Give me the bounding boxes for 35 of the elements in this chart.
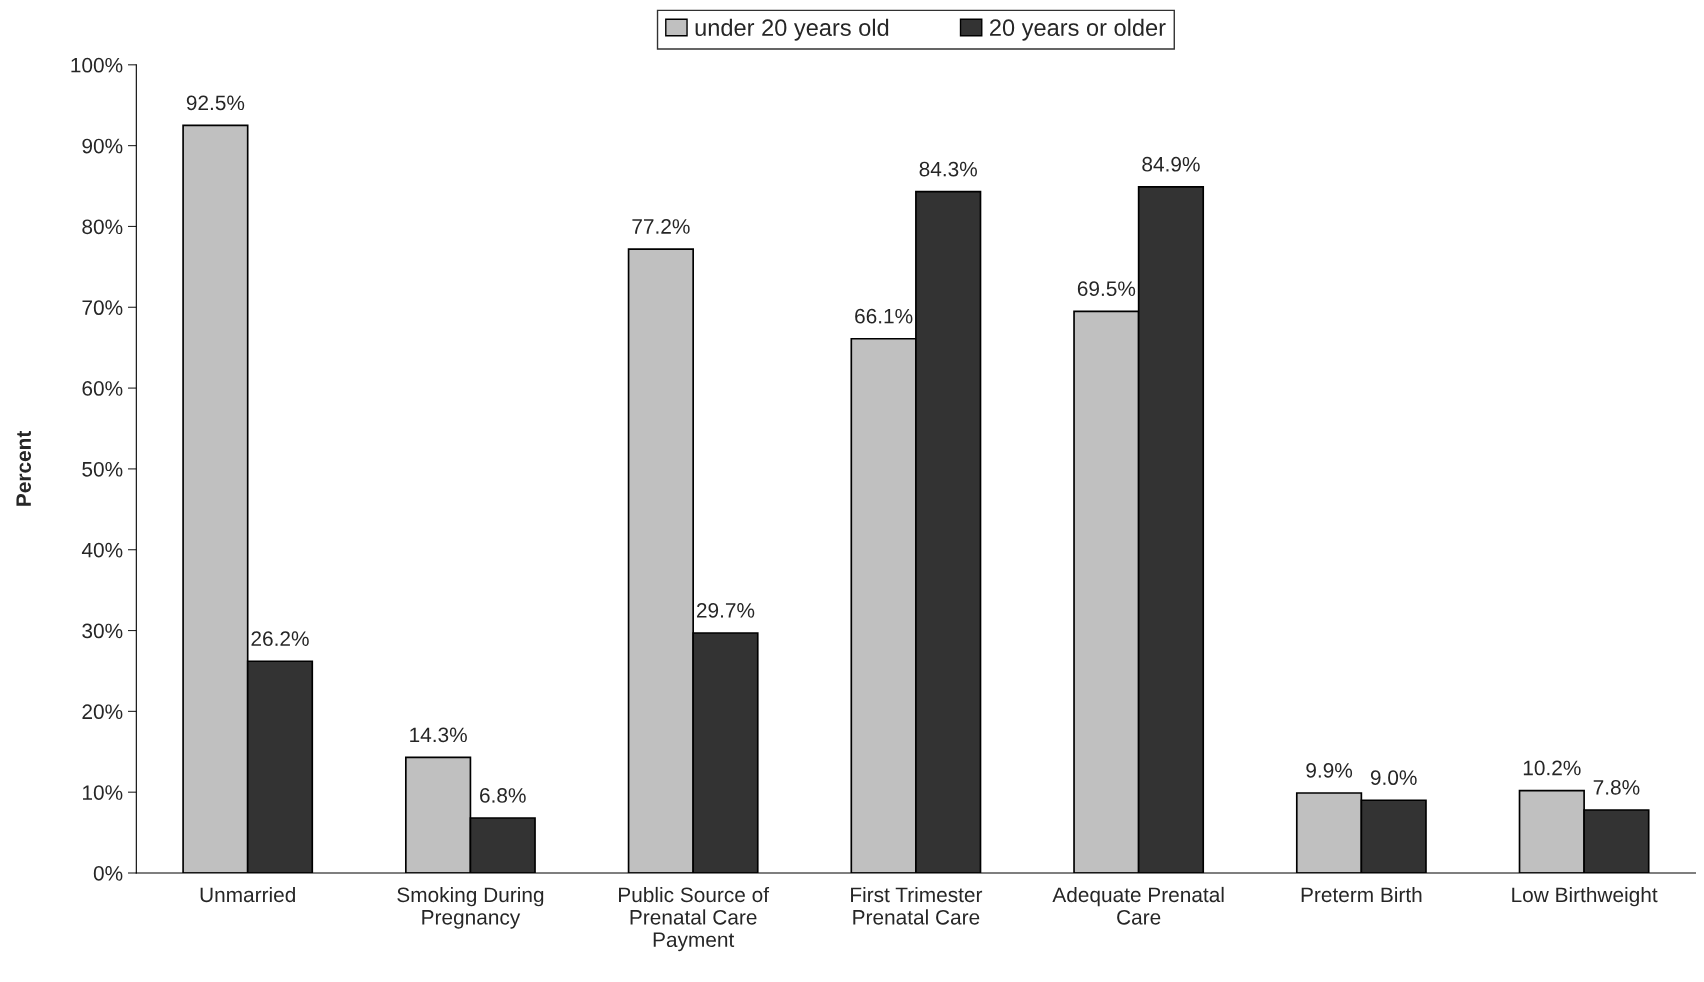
data-label: 9.0% (1370, 770, 1417, 786)
data-label: 69.5% (1077, 281, 1136, 297)
data-label: 84.9% (1142, 156, 1200, 172)
y-tick-label: 20% (82, 704, 123, 720)
legend-label: under 20 years old (695, 18, 889, 41)
x-tick-label: Preterm Birth (1301, 886, 1422, 903)
data-label: 7.8% (1593, 779, 1640, 795)
y-tick-label: 80% (82, 219, 123, 235)
y-tick-label: 40% (81, 542, 123, 558)
x-tick-label: Low Birthweight (1512, 886, 1658, 907)
data-label: 66.1% (855, 308, 913, 324)
y-tick-label: 90% (82, 138, 123, 154)
data-label: 9.9% (1306, 763, 1353, 778)
data-label: 92.5% (186, 95, 245, 111)
data-label: 26.2% (251, 631, 309, 647)
y-tick-label: 10% (83, 785, 123, 800)
legend-label: 20 years or older (990, 18, 1166, 41)
data-label: 14.3% (410, 727, 467, 743)
y-tick-label: 50% (82, 461, 123, 477)
y-tick-label: 60% (82, 381, 123, 396)
data-label: 29.7% (696, 602, 755, 618)
data-label: 77.2% (632, 219, 690, 234)
x-tick-label: First Trimester Prenatal Care (851, 886, 983, 925)
y-tick-label: 30% (82, 623, 123, 639)
data-label: 10.2% (1523, 760, 1581, 776)
x-tick-label: Unmarried (200, 886, 295, 903)
y-axis-title: Percent (16, 430, 31, 506)
x-tick-label: Adequate Prenatal Care (1052, 886, 1224, 925)
x-tick-label: Smoking During Pregnancy (397, 886, 544, 929)
data-label: 6.8% (480, 788, 526, 803)
y-tick-label: 0% (93, 866, 123, 881)
y-tick-label: 70% (82, 300, 123, 316)
y-tick-label: 100% (71, 57, 123, 73)
x-tick-label: Public Source of Prenatal Care Payment (619, 886, 770, 952)
data-label: 84.3% (919, 161, 977, 177)
